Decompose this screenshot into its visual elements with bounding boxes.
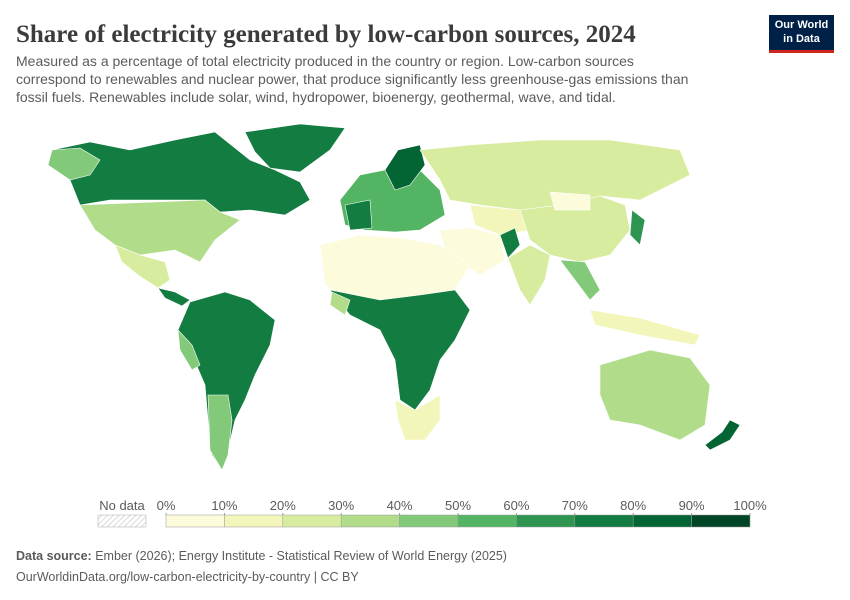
south-africa[interactable] [394, 394, 441, 441]
india[interactable] [507, 244, 551, 306]
canada[interactable] [47, 131, 311, 216]
legend-bin [224, 514, 284, 528]
mongolia[interactable] [549, 191, 591, 211]
russia[interactable] [419, 139, 691, 211]
argentina[interactable] [207, 394, 233, 471]
france[interactable] [344, 199, 373, 231]
south-america[interactable] [177, 291, 276, 471]
legend-bin [691, 514, 751, 528]
source-label: Data source: [16, 549, 92, 563]
mexico[interactable] [114, 244, 171, 289]
subtitle: correspond to renewables and nuclear pow… [16, 71, 688, 87]
australia[interactable] [599, 349, 711, 441]
legend-label: No data [99, 498, 145, 513]
logo-bar [769, 50, 834, 53]
legend-bin [165, 514, 225, 528]
greenland[interactable] [244, 123, 346, 173]
legend: No data 0% 10% 20% 30% 40% 50% 60% 70% 80% 90% 100… [97, 498, 767, 528]
legend-bin [516, 514, 576, 528]
title: Share of electricity generated by low-ca… [16, 21, 636, 48]
logo-text: Our World [775, 19, 829, 31]
no-data-swatch [97, 514, 147, 528]
pakistan-afg[interactable] [499, 227, 521, 259]
legend-tick-label: 50% [445, 498, 471, 513]
url-line: OurWorldinData.org/low-carbon-electricit… [16, 570, 359, 584]
legend-tick-label: 40% [387, 498, 413, 513]
usa[interactable] [79, 199, 241, 263]
se-asia[interactable] [559, 259, 601, 301]
legend-tick-label: 90% [679, 498, 705, 513]
indonesia[interactable] [589, 309, 701, 346]
logo-text: in Data [783, 33, 821, 45]
alaska[interactable] [47, 147, 101, 181]
legend-tick-label: 10% [211, 498, 237, 513]
legend-tick-label: 20% [270, 498, 296, 513]
world-map [47, 123, 741, 471]
central-america[interactable] [157, 287, 191, 307]
legend-tick-label: 70% [562, 498, 588, 513]
legend-bin [282, 514, 342, 528]
new-zealand[interactable] [704, 419, 741, 451]
legend-tick-label: 100% [733, 498, 767, 513]
legend-bin [574, 514, 634, 528]
peru[interactable] [177, 329, 201, 371]
legend-tick-label: 60% [503, 498, 529, 513]
logo[interactable]: Our World in Data [769, 15, 834, 53]
scandinavia[interactable] [384, 144, 426, 191]
legend-bin [457, 514, 517, 528]
west-africa[interactable] [329, 291, 351, 316]
subtitle: fossil fuels. Renewables include solar, … [16, 89, 616, 105]
legend-tick-label: 80% [620, 498, 646, 513]
legend-bin [399, 514, 459, 528]
subtitle: Measured as a percentage of total electr… [16, 53, 634, 69]
central-africa[interactable] [329, 289, 471, 411]
legend-tick-label: 0% [157, 498, 176, 513]
source: Data source: Ember (2026); Energy Instit… [16, 549, 507, 563]
legend-bin [632, 514, 692, 528]
source-text: Ember (2026); Energy Institute - Statist… [95, 549, 507, 563]
japan-korea[interactable] [629, 209, 646, 246]
legend-tick-label: 30% [328, 498, 354, 513]
logo-box [769, 15, 834, 50]
legend-bin [340, 514, 400, 528]
